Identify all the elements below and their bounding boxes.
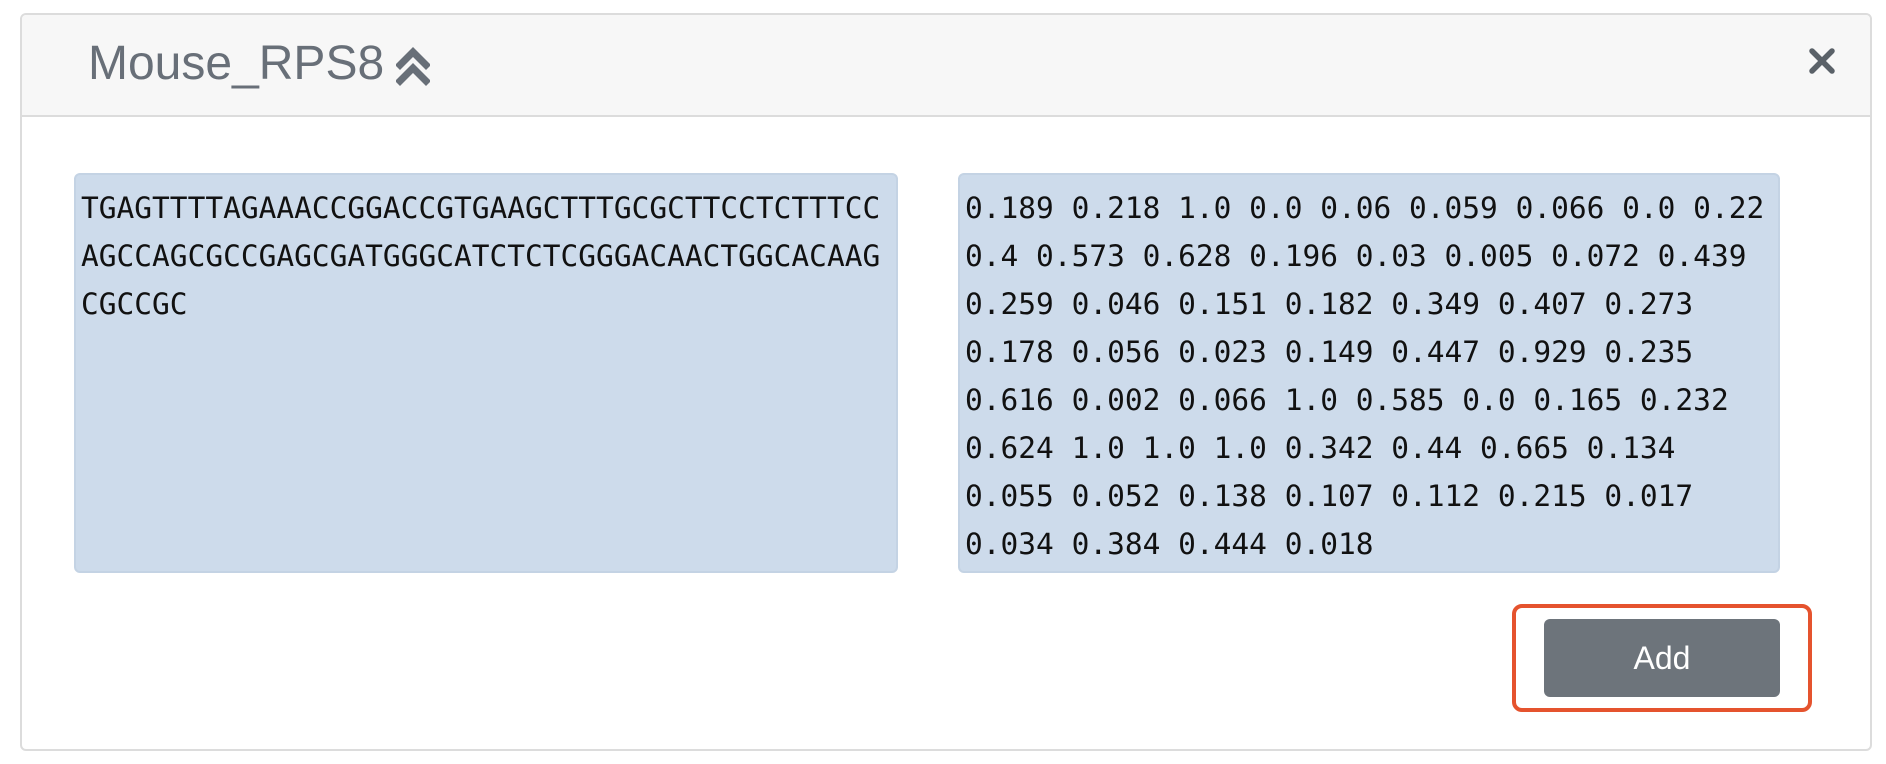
modal-title: Mouse_RPS8 bbox=[88, 36, 385, 90]
scores-textarea[interactable]: 0.189 0.218 1.0 0.0 0.06 0.059 0.066 0.0… bbox=[958, 173, 1780, 573]
double-chevron-up-icon[interactable] bbox=[395, 43, 432, 86]
close-button[interactable] bbox=[1800, 41, 1844, 85]
add-button[interactable]: Add bbox=[1544, 619, 1780, 697]
add-button-highlight bbox=[1512, 604, 1812, 712]
modal-title-row: Mouse_RPS8 bbox=[88, 35, 432, 91]
close-x-icon bbox=[1809, 47, 1835, 79]
sequence-textarea[interactable]: TGAGTTTTAGAAACCGGACCGTGAAGCTTTGCGCTTCCTC… bbox=[74, 173, 898, 573]
modal-header: Mouse_RPS8 bbox=[22, 15, 1870, 117]
